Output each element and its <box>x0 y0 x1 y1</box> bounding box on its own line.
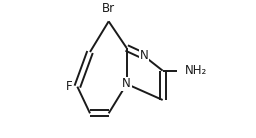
Text: N: N <box>140 50 148 63</box>
Text: Br: Br <box>102 2 115 14</box>
Text: F: F <box>65 80 72 93</box>
Text: NH₂: NH₂ <box>185 64 208 77</box>
Text: N: N <box>122 77 131 91</box>
